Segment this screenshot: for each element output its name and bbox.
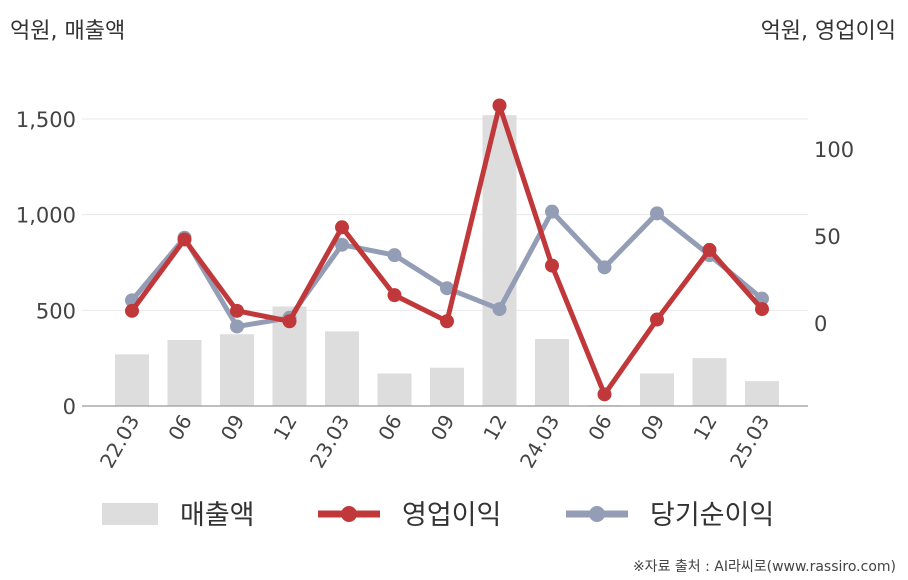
legend-marker-net-income (589, 506, 605, 522)
operating-profit-point (755, 302, 769, 316)
left-tick-label: 1,000 (16, 204, 76, 228)
left-tick-label: 500 (36, 299, 76, 323)
x-tick-label: 12 (688, 411, 722, 445)
source-note: ※자료 출처 : AI라씨로(www.rassiro.com) (633, 559, 896, 575)
legend-label-net-income: 당기순이익 (650, 500, 774, 531)
x-tick-label: 09 (636, 411, 670, 445)
x-tick-label: 09 (426, 411, 460, 445)
net-income-point (650, 206, 664, 220)
x-tick-label: 06 (583, 411, 617, 445)
bar (745, 381, 779, 406)
bar (640, 373, 674, 406)
legend-marker-operating-profit (341, 506, 357, 522)
left-tick-label: 0 (63, 395, 76, 419)
legend-swatch-revenue (102, 503, 158, 525)
operating-profit-point (440, 314, 454, 328)
bar (168, 340, 202, 406)
operating-profit-point (178, 232, 192, 246)
x-tick-label: 24.03 (515, 411, 564, 473)
net-income-point (493, 302, 507, 316)
operating-profit-point (545, 259, 559, 273)
net-income-point (388, 248, 402, 262)
bar (693, 358, 727, 406)
operating-profit-point (283, 314, 297, 328)
bar (220, 334, 254, 406)
x-tick-label: 22.03 (95, 411, 144, 473)
right-axis-unit: 억원, 영업이익 (761, 19, 896, 44)
x-tick-label: 09 (216, 411, 250, 445)
x-tick-label: 23.03 (305, 411, 354, 473)
bar (430, 368, 464, 406)
operating-profit-point (703, 243, 717, 257)
legend-label-operating-profit: 영업이익 (402, 500, 501, 531)
net-income-point (230, 319, 244, 333)
net-income-point (598, 260, 612, 274)
right-tick-label: 0 (814, 312, 827, 336)
bar (378, 373, 412, 406)
x-tick-label: 06 (373, 411, 407, 445)
bar (325, 331, 359, 406)
operating-profit-point (493, 99, 507, 113)
left-tick-label: 1,500 (16, 108, 76, 132)
operating-profit-point (388, 288, 402, 302)
bar (115, 354, 149, 406)
operating-profit-point (125, 304, 139, 318)
bar-series-revenue (115, 115, 779, 406)
x-tick-label: 12 (478, 411, 512, 445)
legend: 매출액 영업이익 당기순이익 (102, 500, 774, 531)
x-tick-label: 06 (163, 411, 197, 445)
x-tick-label: 12 (268, 411, 302, 445)
right-axis-ticks: 0 50 100 (814, 138, 854, 336)
legend-label-revenue: 매출액 (180, 500, 255, 531)
operating-profit-point (230, 304, 244, 318)
left-axis-ticks: 0 500 1,000 1,500 (16, 108, 76, 419)
operating-profit-point (650, 313, 664, 327)
right-tick-label: 100 (814, 138, 854, 162)
right-tick-label: 50 (814, 225, 841, 249)
left-axis-unit: 억원, 매출액 (10, 19, 125, 44)
bar (535, 339, 569, 406)
operating-profit-point (598, 387, 612, 401)
net-income-point (545, 205, 559, 219)
x-axis-ticks: 22.03 06 09 12 23.03 06 09 12 24.03 06 09 12 25.03 (95, 411, 774, 473)
x-tick-label: 25.03 (725, 411, 774, 473)
operating-profit-point (335, 220, 349, 234)
